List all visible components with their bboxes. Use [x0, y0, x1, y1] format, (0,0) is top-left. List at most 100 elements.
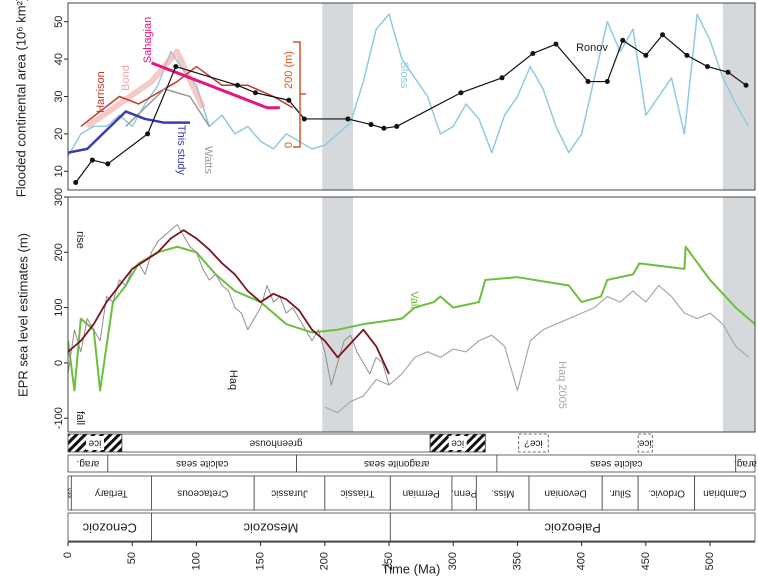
series-line: [68, 245, 755, 392]
x-tick-label: 200: [319, 552, 331, 570]
series-point: [620, 37, 626, 43]
series-point: [89, 157, 95, 163]
series-label: Watts: [202, 146, 214, 174]
y-tick-label: 200: [53, 243, 65, 261]
series-point: [585, 79, 591, 85]
y-axis-title: Flooded continental area (10⁶ km²): [13, 0, 28, 197]
time-interval-label: Permian: [403, 487, 440, 498]
y-tick-label: 0: [53, 360, 65, 366]
time-interval-label: Cenozoic: [82, 521, 137, 536]
series-label: Bond: [120, 65, 132, 91]
series-point: [368, 122, 374, 128]
series-point: [145, 131, 151, 137]
x-tick-label: 450: [640, 552, 652, 570]
time-interval-label: Tertiary: [95, 487, 128, 498]
time-interval-label: Mesozoic: [243, 521, 298, 536]
series-label: Haq 2005: [556, 361, 568, 409]
series-line: [150, 61, 280, 110]
time-interval: [389, 512, 756, 542]
time-interval-label: Ordovic.: [648, 487, 685, 498]
series-label: This study: [175, 125, 187, 176]
y-tick-label: 10: [53, 165, 65, 177]
series-point: [704, 64, 710, 70]
series-line: [68, 229, 390, 375]
shaded-interval: [322, 197, 354, 432]
annotation: rise: [74, 231, 86, 249]
label-backing: [85, 436, 104, 450]
shaded-interval: [722, 197, 755, 432]
time-interval-label: Silur.: [609, 487, 631, 498]
series-label: Vail: [408, 291, 420, 309]
series-label: Sloss: [398, 62, 410, 89]
series-point: [252, 90, 258, 96]
time-interval: [389, 475, 453, 511]
x-tick-label: 50: [126, 552, 138, 564]
time-interval-label: aragonite seas: [364, 458, 430, 469]
time-interval-label: Penn.: [451, 487, 477, 498]
time-interval-label: ice: [88, 437, 101, 448]
x-tick-label: 250: [383, 552, 395, 570]
time-interval-label: calcite seas: [176, 458, 228, 469]
time-interval-label: Miss.: [491, 487, 514, 498]
series-point: [73, 180, 79, 186]
time-interval-label: Quat: [66, 488, 72, 499]
series-label: Haq: [227, 370, 239, 390]
annotation: fall: [74, 411, 86, 425]
y-tick-label: 40: [53, 53, 65, 65]
series-point: [286, 97, 292, 103]
series-label: Harrison: [95, 71, 107, 113]
series-point: [725, 69, 731, 75]
series-point: [604, 79, 610, 85]
time-interval: [637, 433, 653, 453]
time-interval-label: ice: [638, 437, 651, 448]
series-line: [85, 48, 206, 129]
time-interval: [324, 475, 391, 511]
series-point: [553, 41, 559, 47]
y-tick-label: 300: [53, 188, 65, 206]
series-line: [68, 110, 190, 154]
x-tick-label: 0: [62, 552, 74, 558]
y-tick-label: 30: [53, 90, 65, 102]
series-label: Sahagian: [142, 17, 154, 64]
y-tick-label: 20: [53, 128, 65, 140]
series-point: [173, 64, 179, 70]
x-tick-label: 300: [447, 552, 459, 570]
time-interval: [475, 475, 530, 511]
x-tick-label: 100: [190, 552, 202, 570]
label-backing: [448, 436, 467, 450]
time-interval-label: Cretaceous: [177, 487, 228, 498]
shaded-interval: [322, 3, 354, 190]
y-axis-title: EPR sea level estimates (m): [15, 233, 30, 397]
time-interval: [253, 475, 326, 511]
time-interval-label: ice?: [524, 437, 543, 448]
time-interval-label: arag.: [734, 458, 757, 469]
series-group: [68, 224, 755, 414]
time-interval-label: Jurassic: [271, 487, 308, 498]
x-tick-label: 350: [511, 552, 523, 570]
series-point: [684, 52, 690, 58]
series-point: [381, 125, 387, 131]
scale-label: 200 (m): [283, 51, 295, 89]
x-tick-label: 150: [255, 552, 267, 570]
y-tick-label: 100: [53, 298, 65, 316]
plot-frame: [67, 2, 756, 191]
series-point: [235, 82, 241, 88]
scale-label: 0: [283, 142, 295, 148]
series-point: [301, 116, 307, 122]
x-axis-title: Time (Ma): [382, 561, 441, 576]
shaded-interval: [722, 3, 755, 190]
background-layer: 10 20 30 40 50 -100 0 100 200 300 0 50 100 150 200 250 3…: [53, 2, 757, 570]
x-tick-label: 400: [576, 552, 588, 570]
series-point: [643, 52, 649, 58]
series-point: [743, 82, 749, 88]
series-point: [530, 50, 536, 56]
series-line: [80, 65, 294, 128]
plot-frame: [67, 196, 756, 433]
time-interval: [518, 433, 549, 453]
series-point: [105, 161, 111, 167]
series-point: [458, 90, 464, 96]
series-line: [75, 34, 747, 183]
time-interval-label: ice: [451, 437, 464, 448]
time-interval-label: Triassic: [341, 487, 375, 498]
